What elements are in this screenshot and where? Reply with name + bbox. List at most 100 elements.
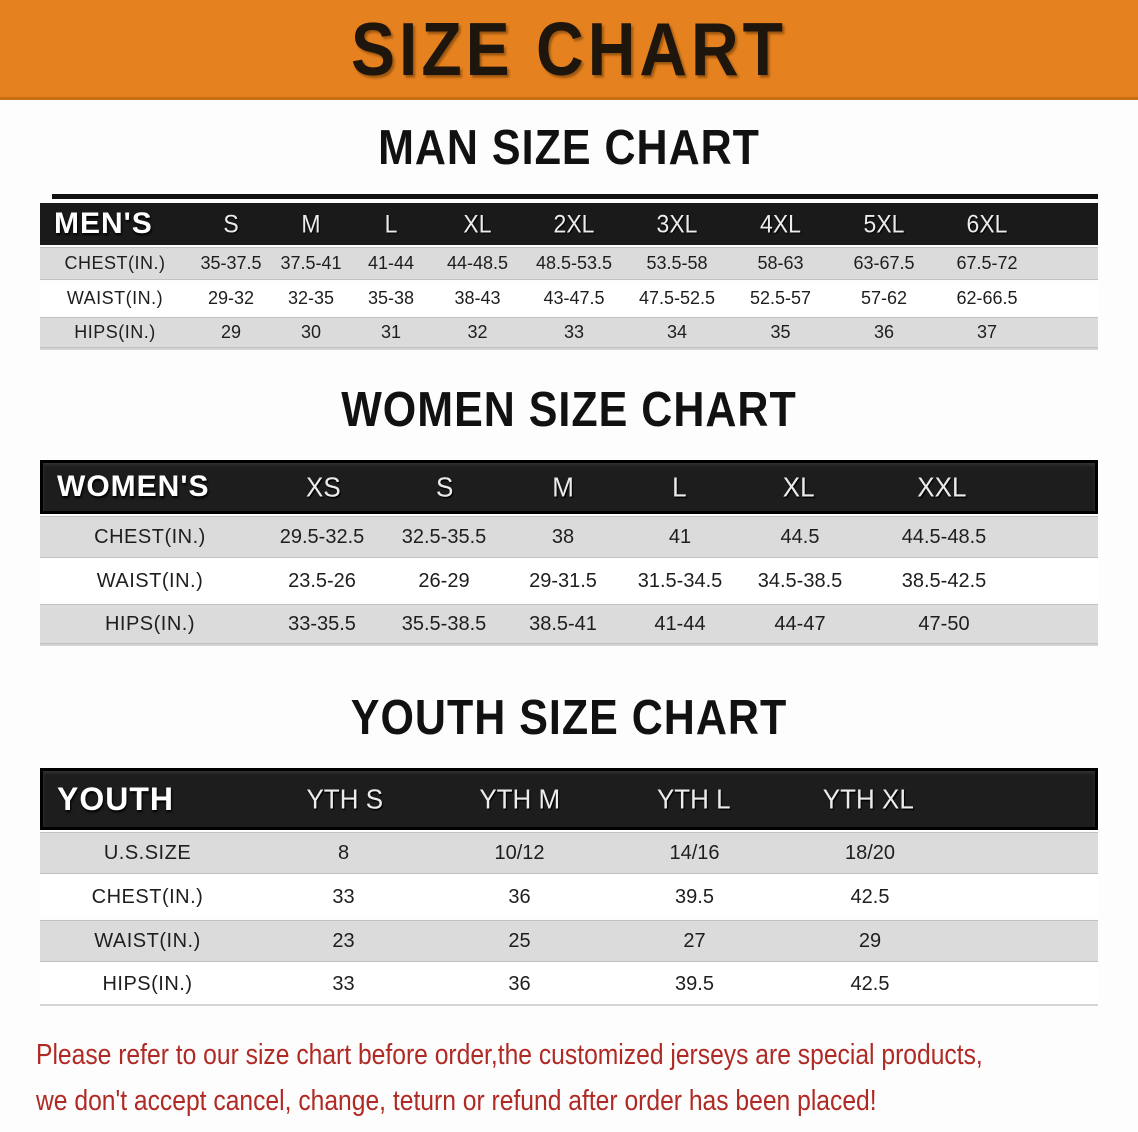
row-label: HIPS(IN.)	[102, 972, 193, 995]
size-value: 48.5-53.5	[535, 253, 613, 273]
youth-size-col-xl: YTH XL	[822, 782, 914, 815]
size-value: 42.5	[850, 972, 890, 995]
size-value: 62-66.5	[956, 288, 1018, 308]
women-size-col-m: M	[552, 470, 574, 503]
size-value: 33	[563, 322, 585, 342]
size-value: 44.5	[780, 525, 820, 548]
row-label: WAIST(IN.)	[94, 929, 201, 952]
men-size-col-2xl: 2XL	[553, 209, 595, 238]
size-value: 44-48.5	[446, 253, 509, 273]
youth-waist-row: WAIST(IN.) 23 25 27 29	[40, 920, 1098, 962]
youth-chest-row: CHEST(IN.) 33 36 39.5 42.5	[40, 876, 1098, 918]
men-size-col-3xl: 3XL	[656, 209, 698, 238]
size-value: 35	[770, 322, 791, 342]
size-value: 47.5-52.5	[638, 288, 716, 308]
size-value: 57-62	[860, 288, 908, 308]
women-size-col-l: L	[672, 470, 687, 503]
men-chest-row: CHEST(IN.) 35-37.5 37.5-41 41-44 44-48.5…	[40, 247, 1098, 280]
row-label: CHEST(IN.)	[94, 525, 206, 548]
women-size-col-s: S	[436, 470, 454, 503]
youth-size-table: YOUTH YTH S YTH M YTH L YTH XL U.S.SIZE …	[40, 768, 1098, 1006]
banner-title: SIZE CHART	[351, 6, 787, 91]
youth-ussize-row: U.S.SIZE 8 10/12 14/16 18/20	[40, 832, 1098, 874]
row-label: CHEST(IN.)	[64, 253, 166, 273]
size-value: 29-32	[207, 288, 255, 308]
size-value: 10/12	[494, 841, 545, 864]
men-hips-row: HIPS(IN.) 29 30 31 32 33 34 35 36 37	[40, 317, 1098, 350]
youth-size-col-m: YTH M	[479, 782, 561, 815]
size-value: 26-29	[418, 569, 470, 592]
size-value: 43-47.5	[543, 288, 605, 308]
size-value: 36	[873, 322, 895, 342]
men-size-col-s: S	[223, 209, 239, 238]
size-value: 35-38	[367, 288, 415, 308]
size-value: 32.5-35.5	[401, 525, 487, 548]
size-value: 53.5-58	[646, 253, 708, 273]
row-label: CHEST(IN.)	[91, 885, 204, 908]
men-corner-label: MEN'S	[54, 207, 153, 240]
size-value: 32	[467, 322, 488, 342]
women-waist-row: WAIST(IN.) 23.5-26 26-29 29-31.5 31.5-34…	[40, 560, 1098, 602]
size-value: 37	[976, 322, 998, 342]
size-value: 58-63	[757, 253, 804, 273]
youth-size-chart-title: YOUTH SIZE CHART	[350, 690, 788, 746]
youth-table-header-row: YOUTH YTH S YTH M YTH L YTH XL	[40, 768, 1098, 830]
size-value: 34	[666, 322, 688, 342]
size-value: 27	[683, 929, 706, 952]
men-size-col-4xl: 4XL	[760, 209, 801, 238]
women-size-col-xs: XS	[306, 470, 341, 503]
size-value: 35-37.5	[200, 253, 262, 273]
women-chest-row: CHEST(IN.) 29.5-32.5 32.5-35.5 38 41 44.…	[40, 516, 1098, 558]
size-value: 39.5	[675, 972, 714, 995]
size-value: 44.5-48.5	[901, 525, 987, 548]
men-size-col-xl: XL	[463, 209, 492, 238]
size-value: 38.5-41	[529, 612, 597, 635]
size-value: 67.5-72	[956, 253, 1018, 273]
size-value: 31	[380, 322, 402, 342]
youth-size-col-s: YTH S	[306, 782, 384, 815]
size-value: 41-44	[654, 612, 706, 635]
size-value: 14/16	[669, 841, 720, 864]
size-value: 32-35	[287, 288, 335, 308]
size-chart-banner: SIZE CHART	[0, 0, 1138, 100]
size-value: 38	[551, 525, 575, 548]
men-size-col-m: M	[301, 209, 321, 238]
men-table-topline	[52, 194, 1098, 199]
women-hips-row: HIPS(IN.) 33-35.5 35.5-38.5 38.5-41 41-4…	[40, 604, 1098, 646]
size-value: 41-44	[367, 253, 415, 273]
size-value: 52.5-57	[749, 288, 812, 308]
youth-size-col-l: YTH L	[656, 782, 731, 815]
youth-hips-row: HIPS(IN.) 33 36 39.5 42.5	[40, 964, 1098, 1006]
size-value: 33	[332, 972, 355, 995]
youth-corner-label: YOUTH	[57, 780, 174, 817]
size-value: 63-67.5	[853, 253, 915, 273]
size-value: 31.5-34.5	[637, 569, 723, 592]
men-table-header-row: MEN'S S M L XL 2XL 3XL 4XL 5XL 6XL	[40, 203, 1098, 245]
youth-section-title-wrap: YOUTH SIZE CHART	[0, 691, 1138, 746]
note-line-2: we don't accept cancel, change, teturn o…	[36, 1085, 877, 1117]
disclaimer-note: Please refer to our size chart before or…	[36, 1032, 1138, 1124]
size-value: 23.5-26	[288, 569, 356, 592]
men-size-col-l: L	[384, 209, 398, 238]
size-value: 41	[668, 525, 692, 548]
size-value: 29	[220, 322, 242, 342]
size-value: 36	[508, 885, 531, 908]
size-value: 38-43	[454, 288, 501, 308]
size-value: 8	[337, 841, 350, 864]
women-size-col-xxl: XXL	[917, 470, 967, 503]
size-value: 18/20	[844, 841, 896, 864]
men-size-col-5xl: 5XL	[863, 209, 905, 238]
size-value: 38.5-42.5	[901, 569, 987, 592]
size-value: 47-50	[918, 612, 970, 635]
women-corner-label: WOMEN'S	[57, 470, 210, 503]
man-section-title-wrap: MAN SIZE CHART	[0, 121, 1138, 176]
size-value: 29.5-32.5	[279, 525, 365, 548]
women-table-header-row: WOMEN'S XS S M L XL XXL	[40, 460, 1098, 514]
size-value: 33-35.5	[288, 612, 356, 635]
row-label: WAIST(IN.)	[96, 569, 204, 592]
note-line-1: Please refer to our size chart before or…	[36, 1039, 983, 1071]
women-size-chart-title: WOMEN SIZE CHART	[341, 382, 797, 438]
size-value: 29	[858, 929, 882, 952]
man-size-chart-title: MAN SIZE CHART	[378, 120, 760, 176]
size-value: 30	[300, 322, 322, 342]
